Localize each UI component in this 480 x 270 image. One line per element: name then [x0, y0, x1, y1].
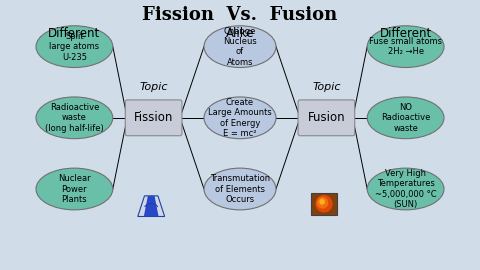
Text: Create
Large Amounts
of Energy
E = mc²: Create Large Amounts of Energy E = mc²: [208, 98, 272, 138]
Text: NO
Radioactive
waste: NO Radioactive waste: [381, 103, 430, 133]
Ellipse shape: [367, 168, 444, 210]
Ellipse shape: [367, 97, 444, 139]
Polygon shape: [138, 196, 165, 217]
Text: Change
Nucleus
of
Atoms: Change Nucleus of Atoms: [223, 26, 257, 67]
Ellipse shape: [36, 26, 113, 68]
Text: Very High
Temperatures
~5,000,000 °C
(SUN): Very High Temperatures ~5,000,000 °C (SU…: [375, 169, 436, 209]
Circle shape: [317, 197, 328, 209]
Ellipse shape: [204, 97, 276, 139]
Text: Topic: Topic: [139, 82, 168, 92]
Text: Different: Different: [48, 27, 100, 40]
Text: Transmutation
of Elements
Occurs: Transmutation of Elements Occurs: [210, 174, 270, 204]
FancyBboxPatch shape: [298, 100, 355, 136]
Ellipse shape: [204, 26, 276, 68]
FancyBboxPatch shape: [311, 193, 337, 215]
Circle shape: [315, 195, 333, 212]
Text: Nuclear
Power
Plants: Nuclear Power Plants: [58, 174, 91, 204]
Text: Fuse small atoms
2H₂ →He: Fuse small atoms 2H₂ →He: [369, 37, 442, 56]
Ellipse shape: [36, 168, 113, 210]
Text: Split
large atoms
U-235: Split large atoms U-235: [49, 32, 99, 62]
Circle shape: [319, 199, 325, 205]
Text: Fission  Vs.  Fusion: Fission Vs. Fusion: [143, 6, 337, 24]
Polygon shape: [144, 196, 158, 217]
Text: Fusion: Fusion: [308, 111, 345, 124]
Text: Alike: Alike: [226, 27, 254, 40]
FancyBboxPatch shape: [125, 100, 182, 136]
Text: Fission: Fission: [134, 111, 173, 124]
Ellipse shape: [367, 26, 444, 68]
Ellipse shape: [204, 168, 276, 210]
Text: Topic: Topic: [312, 82, 341, 92]
Text: Different: Different: [380, 27, 432, 40]
Text: Radioactive
waste
(long half-life): Radioactive waste (long half-life): [45, 103, 104, 133]
Ellipse shape: [36, 97, 113, 139]
